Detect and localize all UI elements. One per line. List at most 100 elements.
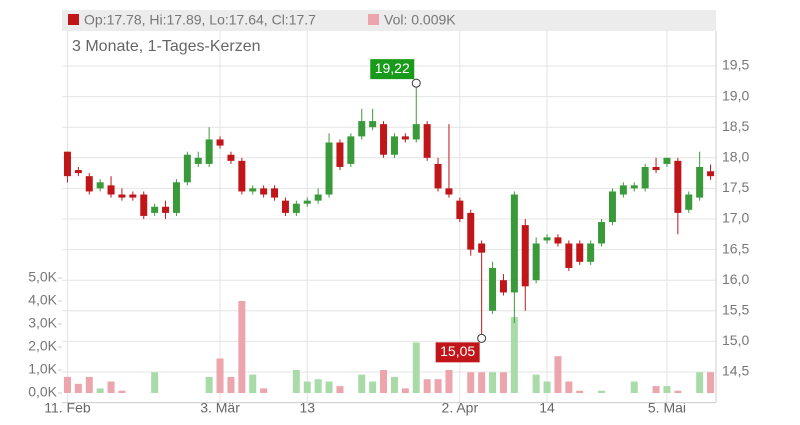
y-tick-label: 17,5 — [722, 179, 749, 195]
candle-body — [696, 167, 703, 198]
volume-bar — [315, 379, 322, 393]
candle-body — [435, 164, 442, 188]
volume-bar — [554, 356, 561, 393]
candle-body — [620, 185, 627, 194]
candle-body — [609, 191, 616, 222]
volume-bar — [707, 372, 714, 393]
volume-bar — [369, 382, 376, 394]
candle-body — [129, 195, 136, 198]
candle-body — [118, 195, 125, 198]
legend-swatch — [368, 14, 379, 25]
y-tick-label: 18,5 — [722, 118, 749, 134]
candle-body — [598, 222, 605, 243]
candle-body — [554, 237, 561, 243]
candle-body — [631, 185, 638, 188]
volume-bar — [97, 388, 104, 393]
y2-tick-label: 5,0K — [28, 269, 57, 285]
volume-header: Vol: 0.009K — [384, 12, 456, 28]
y-tick-label: 16,5 — [722, 240, 749, 256]
volume-bar — [631, 382, 638, 394]
candle-body — [315, 195, 322, 201]
volume-bar — [238, 301, 245, 393]
candle-body — [685, 195, 692, 210]
volume-bar — [576, 391, 583, 393]
volume-bar — [260, 388, 267, 393]
volume-bar — [217, 359, 224, 394]
volume-bar — [435, 379, 442, 393]
volume-bar — [108, 382, 115, 394]
y-tick-label: 19,5 — [722, 57, 749, 73]
candle-body — [347, 136, 354, 164]
candle-body — [500, 280, 507, 292]
x-tick-label: 5. Mai — [648, 399, 686, 415]
candle-body — [358, 121, 365, 136]
x-tick-label: 14 — [539, 399, 555, 415]
candle-body — [674, 161, 681, 213]
annotation-label: 19,22 — [375, 60, 410, 76]
candle-body — [217, 139, 224, 145]
volume-bar — [478, 372, 485, 393]
volume-bar — [663, 386, 670, 393]
volume-bar — [86, 377, 93, 393]
candle-body — [380, 124, 387, 155]
candle-body — [64, 152, 71, 176]
y2-tick-label: 3,0K — [28, 315, 57, 331]
volume-bar — [565, 382, 572, 394]
candle-body — [97, 182, 104, 188]
legend-swatch — [68, 14, 79, 25]
candle-body — [413, 124, 420, 139]
candle-body — [151, 207, 158, 213]
candle-body — [293, 204, 300, 213]
volume-bar — [653, 386, 660, 393]
volume-bar — [380, 370, 387, 393]
volume-bar — [402, 388, 409, 393]
candle-body — [108, 185, 115, 194]
candle-body — [271, 188, 278, 197]
candle-body — [86, 176, 93, 191]
candle-body — [260, 188, 267, 194]
candle-body — [227, 155, 234, 161]
candle-body — [195, 158, 202, 164]
annotation-label: 15,05 — [440, 343, 475, 359]
candle-body — [587, 243, 594, 261]
volume-bar — [64, 377, 71, 393]
candle-body — [576, 243, 583, 261]
candle-body — [238, 161, 245, 192]
candle-body — [326, 143, 333, 195]
candle-body — [75, 170, 82, 173]
candle-body — [304, 201, 311, 204]
candle-body — [533, 243, 540, 280]
candle-body — [445, 188, 452, 194]
volume-bar — [391, 377, 398, 393]
candle-body — [184, 155, 191, 183]
candle-body — [653, 167, 660, 170]
x-tick-label: 13 — [299, 399, 315, 415]
y2-tick-label: 0,0K — [28, 384, 57, 400]
candle-body — [206, 139, 213, 163]
volume-bar — [424, 379, 431, 393]
volume-bar — [358, 375, 365, 393]
candle-body — [511, 195, 518, 293]
volume-bar — [227, 377, 234, 393]
y-tick-label: 14,5 — [722, 363, 749, 379]
volume-bar — [326, 382, 333, 394]
candle-body — [478, 243, 485, 252]
y2-tick-label: 4,0K — [28, 292, 57, 308]
candle-body — [663, 158, 670, 164]
candle-body — [140, 195, 147, 216]
volume-bar — [544, 382, 551, 394]
y-tick-label: 17,0 — [722, 210, 749, 226]
candle-body — [162, 207, 169, 213]
y2-tick-label: 1,0K — [28, 361, 57, 377]
volume-bar — [413, 342, 420, 393]
volume-bar — [304, 382, 311, 394]
candle-body — [369, 121, 376, 127]
volume-bar — [249, 375, 256, 393]
y-tick-label: 16,0 — [722, 271, 749, 287]
plot: 14,515,015,516,016,517,017,518,018,519,0… — [28, 31, 749, 415]
y-tick-label: 19,0 — [722, 87, 749, 103]
candle-body — [522, 225, 529, 286]
volume-bar — [467, 372, 474, 393]
volume-bar — [500, 372, 507, 393]
volume-bar — [674, 391, 681, 393]
